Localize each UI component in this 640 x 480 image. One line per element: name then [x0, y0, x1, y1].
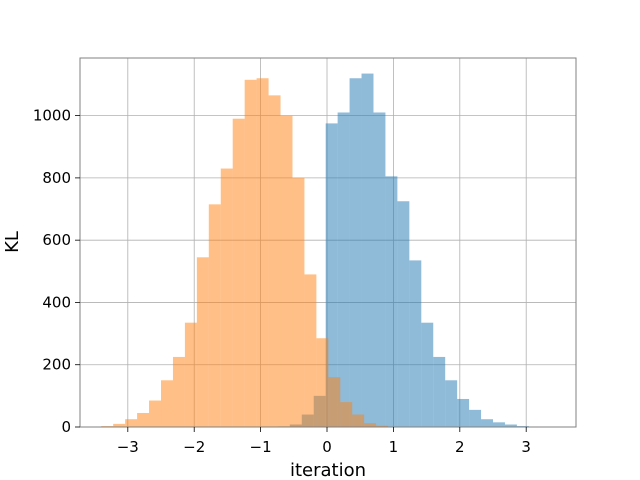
y-axis-ticks: 0 200 400 600 800 1000 [33, 107, 80, 436]
x-tick-label: −1 [250, 438, 272, 456]
histogram-bar [161, 380, 173, 427]
histogram-bar [376, 425, 389, 427]
histogram-bar [364, 423, 377, 427]
y-tick-label: 0 [61, 418, 71, 436]
x-axis-label: iteration [290, 460, 366, 480]
x-tick-label: −2 [183, 438, 205, 456]
histogram-bar [397, 201, 410, 427]
histogram-bar [433, 356, 446, 427]
series-1-bars [101, 78, 389, 427]
histogram-bar [125, 419, 138, 427]
histogram-bar [409, 260, 422, 427]
histogram-bar [469, 409, 482, 427]
histogram-bar [349, 78, 362, 427]
histogram-bar [244, 79, 257, 427]
histogram-bar [304, 274, 317, 427]
y-tick-label: 200 [42, 356, 71, 374]
histogram-bar [316, 338, 329, 427]
x-axis-ticks: −3 −2 −1 0 1 2 3 [117, 427, 531, 456]
x-tick-label: −3 [117, 438, 139, 456]
histogram-bar [149, 400, 162, 427]
y-tick-label: 800 [42, 169, 71, 187]
histogram-bar [373, 112, 386, 428]
histogram-bar [328, 377, 341, 427]
histogram-bar [481, 419, 494, 427]
histogram-bar [361, 73, 374, 428]
x-tick-label: 0 [322, 438, 332, 456]
histogram-bar [208, 204, 221, 427]
histogram-bars [101, 73, 529, 428]
y-tick-label: 400 [42, 293, 71, 311]
plot-frame [79, 57, 577, 428]
histogram-bar [256, 78, 269, 427]
x-tick-label: 1 [389, 438, 399, 456]
x-tick-label: 3 [521, 438, 531, 456]
histogram-bar [504, 424, 517, 427]
x-tick-label: 2 [455, 438, 465, 456]
histogram-bar [325, 123, 338, 428]
histogram-bar [137, 412, 150, 427]
histogram-bar [385, 176, 398, 427]
histogram-bar [184, 322, 197, 427]
y-tick-label: 1000 [33, 107, 71, 125]
histogram-bar [280, 115, 293, 427]
histogram-bar [196, 257, 209, 427]
y-tick-label: 600 [42, 231, 71, 249]
histogram-bar [337, 112, 350, 428]
histogram-bar [113, 423, 126, 427]
histogram-bar [445, 380, 458, 427]
histogram-bar [232, 118, 245, 427]
histogram-bar [340, 402, 353, 427]
histogram-bar [493, 422, 505, 427]
histogram-bar [457, 398, 470, 427]
histogram-bar [292, 177, 305, 427]
histogram-bar [268, 95, 281, 427]
histogram-bar [352, 414, 365, 427]
histogram-bar [421, 322, 434, 427]
y-axis-label: KL [2, 231, 23, 253]
histogram-bar [172, 356, 185, 427]
histogram-bar [220, 168, 233, 427]
